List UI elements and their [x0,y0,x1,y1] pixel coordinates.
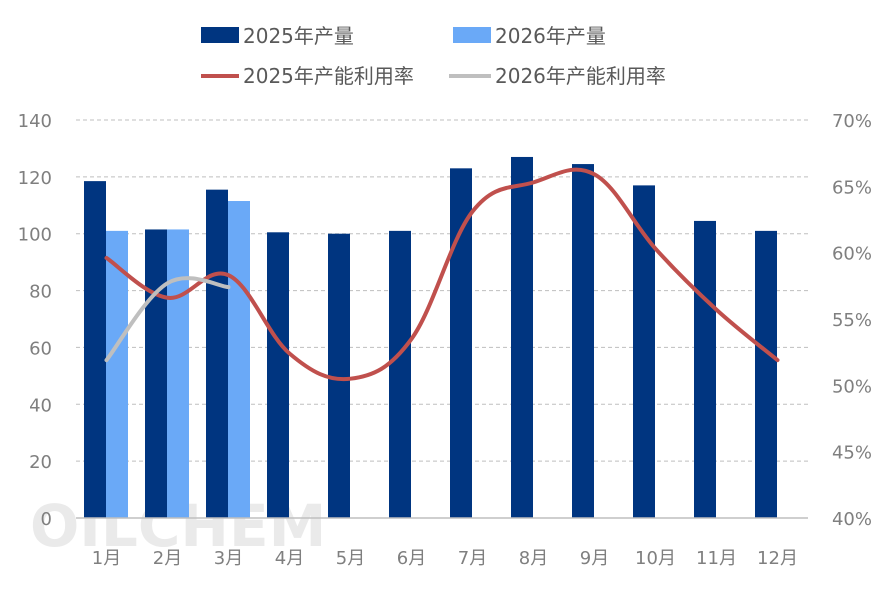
x-tick-label: 12月 [757,548,798,569]
legend-label-2026-output: 2026年产量 [495,24,606,48]
left-y-tick-label: 40 [29,395,52,416]
bar [694,220,716,518]
left-y-tick-label: 100 [18,225,52,246]
x-tick-label: 2月 [153,548,182,569]
left-y-tick-label: 60 [29,338,52,359]
x-tick-label: 5月 [336,548,365,569]
x-tick-label: 3月 [214,548,243,569]
bar [167,229,189,518]
x-tick-label: 6月 [397,548,426,569]
legend-label-2026-utilization: 2026年产能利用率 [495,64,666,88]
legend-item-2026-output: 2026年产量 [453,24,606,48]
right-y-tick-label: 50% [832,376,872,397]
legend-label-2025-output: 2025年产量 [243,24,354,48]
left-y-tick-label: 0 [41,509,52,530]
right-y-axis: 40% 45% 50% 55% 60% 65% 70% [832,111,872,530]
bar [511,156,533,518]
x-tick-label: 8月 [519,548,548,569]
left-y-tick-label: 80 [29,282,52,303]
line-series [104,167,780,382]
series-line [104,276,231,363]
x-tick-label: 4月 [275,548,304,569]
series-line [104,167,780,382]
legend-swatch-2026-output [453,27,491,43]
bar [389,230,411,518]
x-tick-label: 10月 [635,548,676,569]
legend-item-2025-utilization: 2025年产能利用率 [201,64,414,88]
right-y-tick-label: 55% [832,310,872,331]
right-y-tick-label: 65% [832,177,872,198]
bar [84,181,106,518]
bar [228,201,250,518]
left-y-tick-label: 120 [18,168,52,189]
x-tick-label: 7月 [458,548,487,569]
legend-swatch-2025-output [201,27,239,43]
right-y-tick-label: 45% [832,443,872,464]
x-tick-label: 9月 [580,548,609,569]
legend-label-2025-utilization: 2025年产能利用率 [243,64,414,88]
bar [206,189,228,518]
x-tick-label: 1月 [92,548,121,569]
bar [145,229,167,518]
right-y-tick-label: 40% [832,509,872,530]
x-tick-label: 11月 [696,548,737,569]
bar [267,232,289,519]
legend-item-2025-output: 2025年产量 [201,24,354,48]
legend-item-2026-utilization: 2026年产能利用率 [449,64,666,88]
bar [755,230,777,518]
bar [633,185,655,518]
left-y-tick-label: 140 [18,111,52,132]
bar [572,164,594,519]
right-y-tick-label: 60% [832,244,872,265]
bar [450,168,472,519]
left-y-axis: 0 20 40 60 80 100 120 140 [18,111,52,530]
bar-series [84,156,777,519]
gridlines [76,119,808,462]
bar [328,233,350,518]
x-axis: 1月 2月 3月 4月 5月 6月 7月 8月 9月 10月 11月 12月 [92,548,798,569]
left-y-tick-label: 20 [29,452,52,473]
bar [106,230,128,518]
right-y-tick-label: 70% [832,111,872,132]
legend: 2025年产量 2026年产量 2025年产能利用率 2026年产能利用率 [201,24,666,88]
